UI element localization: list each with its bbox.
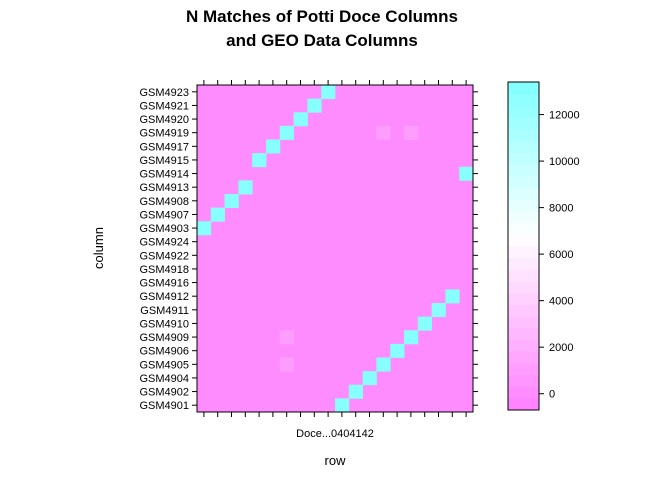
chart-title-line-2: and GEO Data Columns	[226, 31, 418, 50]
heatmap-cell	[321, 85, 336, 100]
colorbar-swatch	[508, 175, 539, 188]
y-tick-label: GSM4910	[139, 318, 189, 330]
heatmap-cells	[197, 85, 474, 413]
colorbar-swatch	[508, 117, 539, 130]
heatmap-cell	[224, 194, 239, 209]
heatmap-cell	[279, 125, 294, 140]
colorbar-frame	[507, 81, 540, 411]
y-tick-label: GSM4904	[139, 373, 189, 385]
heatmap-cell	[376, 125, 391, 140]
colorbar-swatch	[508, 210, 539, 224]
y-tick-label: GSM4912	[139, 291, 189, 303]
heatmap-cell	[307, 98, 322, 113]
heatmap-cell	[417, 316, 432, 331]
colorbar-swatch	[508, 140, 539, 153]
heatmap-cell	[238, 180, 253, 195]
colorbar-swatch	[508, 164, 539, 177]
heatmap-cell	[431, 303, 446, 318]
colorbar-swatch	[508, 328, 539, 341]
y-tick-label: GSM4921	[139, 100, 189, 112]
heatmap-cell	[293, 112, 308, 127]
y-tick-label: GSM4914	[139, 169, 189, 181]
colorbar-swatch	[508, 281, 539, 294]
y-axis-title: column	[91, 227, 106, 269]
heatmap-cell	[390, 343, 405, 358]
colorbar: 0 2000 4000 6000 8000 10000 12000	[507, 81, 580, 411]
y-tick-label: GSM4906	[139, 346, 189, 358]
colorbar-swatch	[508, 246, 539, 259]
colorbar-tick-label: 2000	[549, 342, 573, 354]
colorbar-tick-label: 10000	[549, 156, 580, 168]
colorbar-swatch	[508, 93, 539, 106]
y-tick-label: GSM4907	[139, 209, 189, 221]
colorbar-swatch	[508, 234, 539, 247]
y-tick-label: GSM4915	[139, 155, 189, 167]
y-tick-label: GSM4901	[139, 400, 189, 412]
y-tick-label: GSM4909	[139, 332, 189, 344]
y-tick-label: GSM4902	[139, 387, 189, 399]
heatmap-cell	[197, 221, 212, 236]
colorbar-tick-label: 12000	[549, 110, 580, 122]
x-tick-labels-overlapping: Doce...0404142	[296, 428, 374, 440]
y-tick-label: GSM4924	[139, 237, 189, 249]
colorbar-swatch	[508, 105, 539, 118]
y-tick-label: GSM4908	[139, 196, 189, 208]
heatmap-cell	[279, 330, 294, 345]
heatmap-cell	[210, 207, 225, 222]
heatmap-cell	[376, 357, 391, 372]
colorbar-swatch	[508, 222, 539, 235]
y-tick-label: GSM4917	[139, 141, 189, 153]
heatmap-cell	[279, 357, 294, 372]
y-tick-label: GSM4919	[139, 128, 189, 140]
colorbar-swatch	[508, 351, 539, 364]
plot-panel-frame	[196, 84, 474, 413]
y-tick-label: GSM4905	[139, 359, 189, 371]
colorbar-swatch	[508, 292, 539, 306]
y-tick-label: GSM4918	[139, 264, 189, 276]
heatmap-cell	[266, 139, 281, 154]
colorbar-swatch	[508, 82, 539, 95]
y-tick-label: GSM4916	[139, 278, 189, 290]
colorbar-swatch	[508, 304, 539, 317]
heatmap-cell	[335, 398, 350, 413]
y-tick-label: GSM4911	[140, 305, 189, 317]
colorbar-swatch	[508, 386, 539, 399]
colorbar-swatch	[508, 316, 539, 329]
colorbar-tick-label: 6000	[549, 249, 573, 261]
heatmap-cell	[445, 289, 460, 304]
heatmap-cell	[404, 125, 419, 140]
heatmap-cell	[459, 166, 474, 181]
colorbar-tick-label: 0	[549, 389, 555, 401]
colorbar-swatch	[508, 339, 539, 352]
heatmap-cell	[362, 371, 377, 386]
colorbar-swatch	[508, 398, 539, 411]
x-axis	[203, 80, 467, 417]
colorbar-swatch	[508, 199, 539, 212]
y-tick-label: GSM4920	[139, 114, 189, 126]
y-tick-label: GSM4923	[139, 87, 189, 99]
x-axis-title: row	[325, 453, 347, 468]
chart-title-line-1: N Matches of Potti Doce Columns	[186, 7, 458, 26]
colorbar-tick-label: 4000	[549, 296, 573, 308]
y-tick-label: GSM4922	[139, 250, 189, 262]
heatmap-cell	[404, 330, 419, 345]
colorbar-swatch	[508, 363, 539, 376]
colorbar-swatch	[508, 187, 539, 200]
heatmap-background	[197, 85, 473, 412]
colorbar-tick-label: 8000	[549, 203, 573, 215]
colorbar-swatch	[508, 257, 539, 270]
heatmap-cell	[252, 153, 267, 168]
colorbar-swatch	[508, 128, 539, 142]
colorbar-swatch	[508, 269, 539, 282]
colorbar-swatch	[508, 374, 539, 388]
y-tick-label: GSM4903	[139, 223, 189, 235]
heatmap-cell	[348, 384, 363, 399]
y-tick-label: GSM4913	[139, 182, 189, 194]
colorbar-swatch	[508, 152, 539, 165]
